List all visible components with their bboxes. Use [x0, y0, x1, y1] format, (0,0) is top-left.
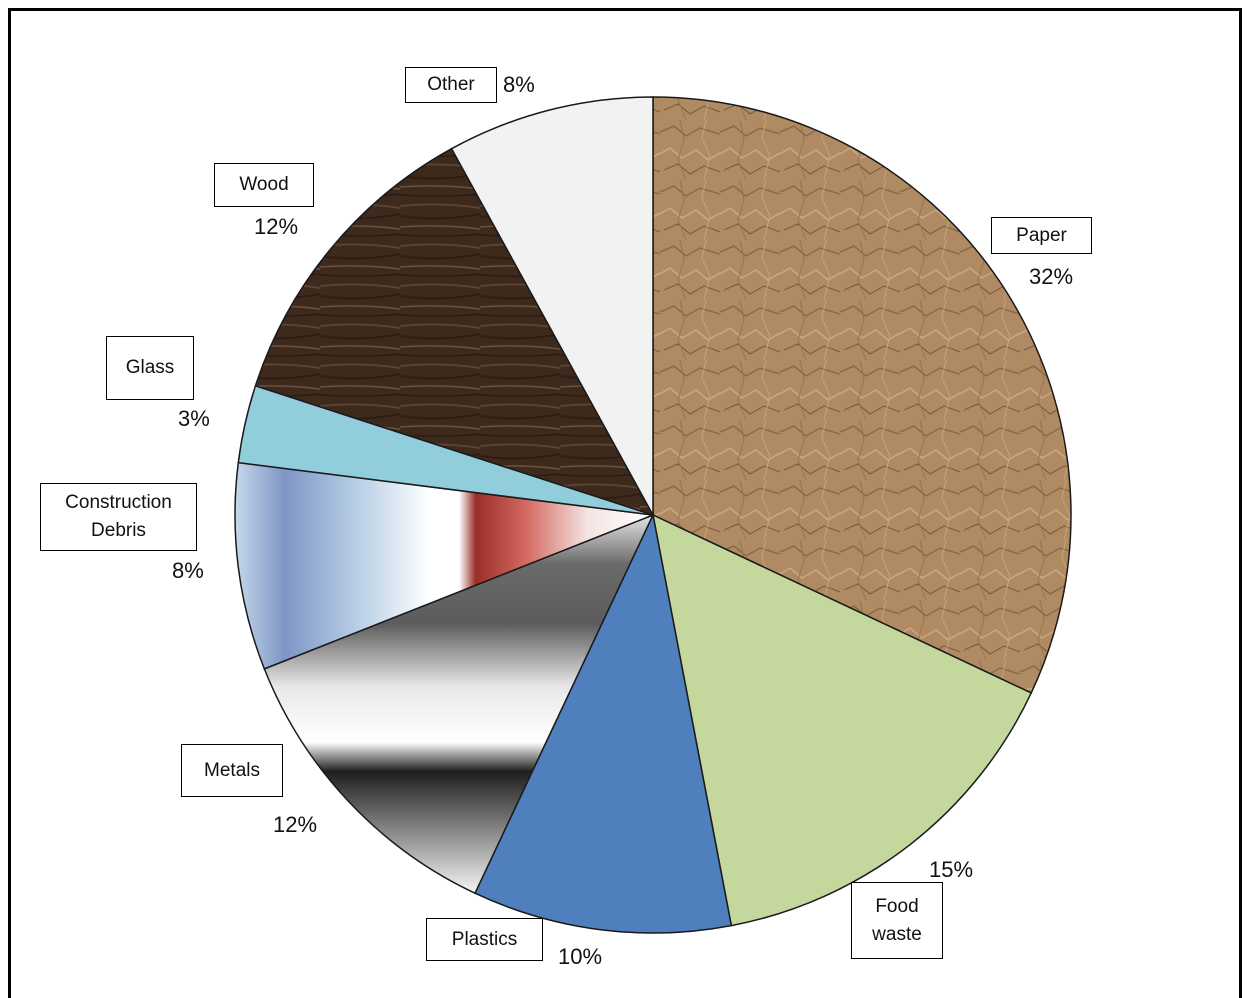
pie-slice-plastics: [474, 512, 733, 934]
label-box-construction-debris: Construction Debris: [40, 483, 197, 551]
label-box-plastics: Plastics: [426, 918, 543, 961]
pct-label-paper: 32%: [1029, 264, 1074, 289]
pct-label-wood: 12%: [254, 214, 299, 239]
chart-frame: [8, 8, 1242, 998]
pie-slice-paper: [652, 96, 1072, 694]
pie-slice-food-waste: [651, 513, 1033, 927]
pie-slice-metals: [263, 513, 655, 895]
label-box-other: Other: [405, 67, 497, 103]
pct-label-other: 8%: [503, 72, 535, 97]
pct-label-food-waste: 15%: [929, 857, 974, 882]
pie-slice-construction-debris: [234, 461, 654, 670]
label-box-food-waste: Food waste: [851, 882, 943, 959]
pie-slice-other: [450, 96, 654, 516]
pie-slice-wood: [254, 147, 655, 517]
pct-label-construction-debris: 8%: [172, 558, 204, 583]
label-box-paper: Paper: [991, 217, 1092, 254]
pct-label-metals: 12%: [273, 812, 318, 837]
pct-label-glass: 3%: [178, 406, 210, 431]
label-box-wood: Wood: [214, 163, 314, 207]
label-box-glass: Glass: [106, 336, 194, 400]
label-box-metals: Metals: [181, 744, 283, 797]
pct-label-plastics: 10%: [558, 944, 603, 969]
